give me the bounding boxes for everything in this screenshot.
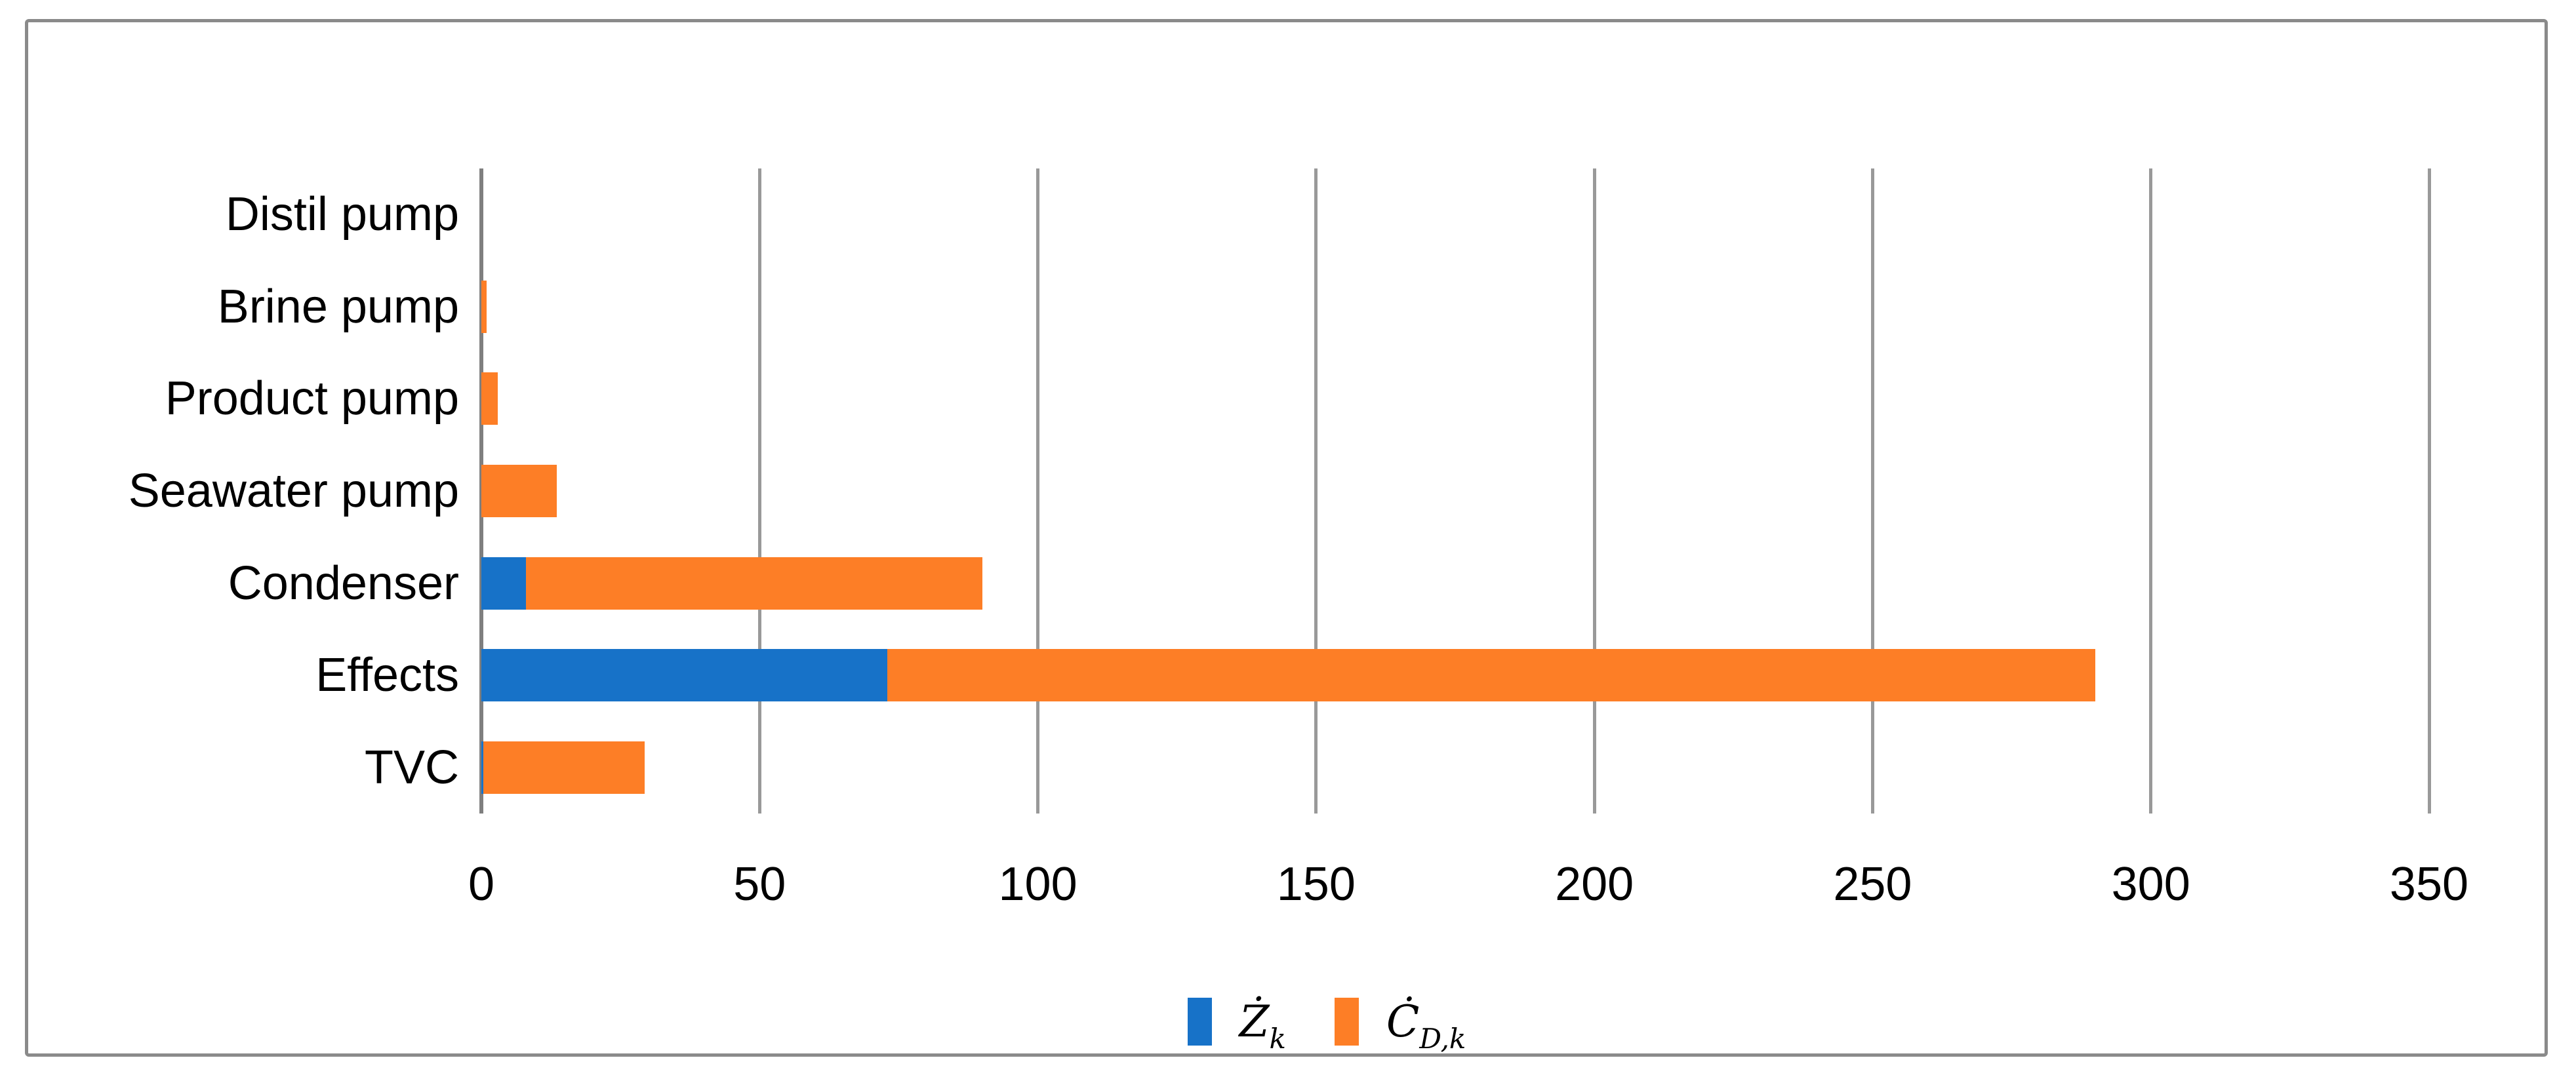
legend: Żk ĊD,k [39,982,2576,1061]
x-tick-label-0: 0 [468,858,495,911]
bar-segment-zk-5 [481,649,888,702]
legend-label-cdk: ĊD,k [1386,996,1466,1055]
bar-segment-zk-4 [481,557,526,610]
gridline-x-150 [1314,168,1318,814]
gridline-x-300 [2149,168,2153,814]
x-tick-label-50: 50 [733,858,786,911]
bar-segment-zk-6 [481,741,484,794]
x-tick-label-100: 100 [998,858,1077,911]
legend-swatch-cdk [1334,997,1359,1046]
bar-segment-cdk-6 [483,741,645,794]
legend-swatch-zk [1187,997,1212,1046]
legend-item-zk: Żk [1187,996,1286,1055]
gridline-x-250 [1870,168,1874,814]
bar-segment-cdk-3 [481,465,557,517]
bar-segment-cdk-1 [481,280,487,333]
category-label-0: Distil pump [225,188,459,241]
x-tick-label-350: 350 [2389,858,2469,911]
category-label-4: Condenser [228,557,459,610]
bar-segment-cdk-2 [481,372,498,425]
gridline-x-100 [1036,168,1040,814]
legend-item-cdk: ĊD,k [1334,996,1466,1055]
category-label-2: Product pump [165,372,459,425]
gridline-x-200 [1592,168,1596,814]
legend-label-zk: Żk [1239,996,1286,1055]
bar-segment-cdk-5 [887,649,2095,702]
category-label-5: Effects [315,649,459,702]
figure-border [25,19,2548,1057]
category-label-6: TVC [365,741,459,794]
x-tick-label-300: 300 [2111,858,2190,911]
x-tick-label-150: 150 [1276,858,1356,911]
gridline-x-50 [757,168,761,814]
bar-segment-cdk-4 [525,557,982,610]
category-label-1: Brine pump [217,280,459,333]
x-tick-label-200: 200 [1555,858,1634,911]
x-tick-label-250: 250 [1833,858,1912,911]
gridline-x-350 [2427,168,2431,814]
category-label-3: Seawater pump [128,465,459,517]
